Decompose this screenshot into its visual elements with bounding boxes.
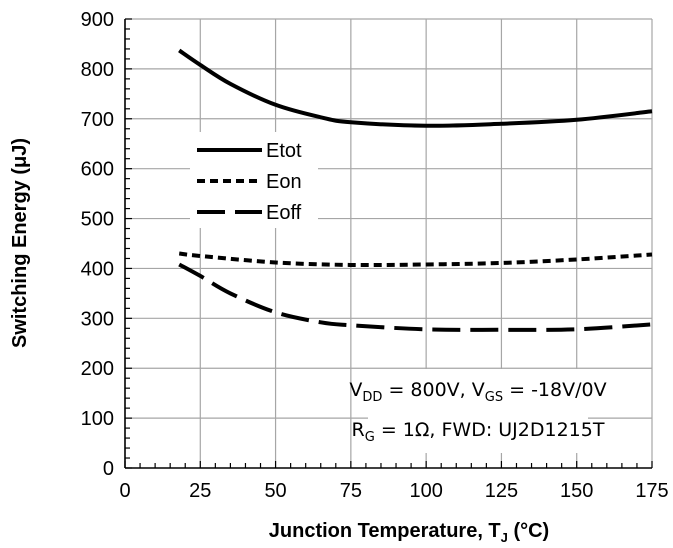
- y-tick-label: 400: [81, 258, 114, 280]
- x-axis-title-suffix: (°C): [508, 520, 549, 542]
- annotation-text: V: [349, 379, 362, 401]
- conditions-annotation: VDD = 800V, VGS = -18V/0V RG = 1Ω, FWD: U…: [349, 369, 607, 453]
- y-tick-label: 900: [81, 9, 114, 31]
- y-tick-label: 300: [81, 308, 114, 330]
- y-tick-label: 500: [81, 209, 114, 231]
- y-tick-label: 0: [103, 458, 114, 480]
- series-line-eoff: [178, 262, 653, 332]
- series-line-eon: [178, 251, 653, 268]
- minor-ticks: [124, 18, 653, 469]
- x-tick-label: 100: [409, 480, 442, 502]
- annotation-subscript: DD: [362, 390, 382, 405]
- y-axis-title: Switching Energy (μJ): [9, 138, 31, 348]
- x-tick-label: 125: [485, 480, 518, 502]
- annotation-text: = 1Ω, FWD: UJ2D1215T: [375, 419, 605, 441]
- y-tick-label: 600: [81, 159, 114, 181]
- annotation-text: = 800V, V: [382, 379, 484, 401]
- y-tick-labels: 0 100 200 300 400 500 600 700 800 900: [81, 9, 114, 480]
- annotation-text: = -18V/0V: [503, 379, 607, 401]
- x-axis-title-main: Junction Temperature, T: [269, 520, 501, 542]
- annotation-subscript: GS: [485, 390, 503, 405]
- axes: [124, 19, 652, 469]
- x-tick-labels: 0 25 50 75 100 125 150 175: [119, 480, 668, 502]
- x-tick-label: 50: [264, 480, 286, 502]
- series-lines: [178, 48, 653, 332]
- legend-label-eoff: Eoff: [266, 202, 302, 224]
- y-tick-label: 100: [81, 408, 114, 430]
- y-tick-label: 800: [81, 59, 114, 81]
- x-axis-title: Junction Temperature, TJ (°C): [269, 520, 549, 545]
- y-tick-label: 200: [81, 358, 114, 380]
- annotation-line: RG = 1Ω, FWD: UJ2D1215T: [352, 419, 605, 445]
- series-line-etot: [178, 48, 653, 128]
- x-tick-label: 25: [189, 480, 211, 502]
- annotation-background: [368, 369, 588, 453]
- annotation-line: VDD = 800V, VGS = -18V/0V: [349, 379, 606, 405]
- annotation-text: R: [352, 419, 365, 441]
- x-tick-label: 0: [119, 480, 130, 502]
- annotation-subscript: G: [365, 430, 375, 445]
- x-tick-label: 175: [635, 480, 668, 502]
- legend-label-etot: Etot: [266, 140, 302, 162]
- legend-label-eon: Eon: [266, 171, 302, 193]
- x-tick-label: 75: [340, 480, 362, 502]
- x-axis-title-subscript: J: [501, 530, 508, 545]
- y-tick-label: 700: [81, 109, 114, 131]
- legend: Etot Eon Eoff: [190, 132, 318, 228]
- x-tick-label: 150: [560, 480, 593, 502]
